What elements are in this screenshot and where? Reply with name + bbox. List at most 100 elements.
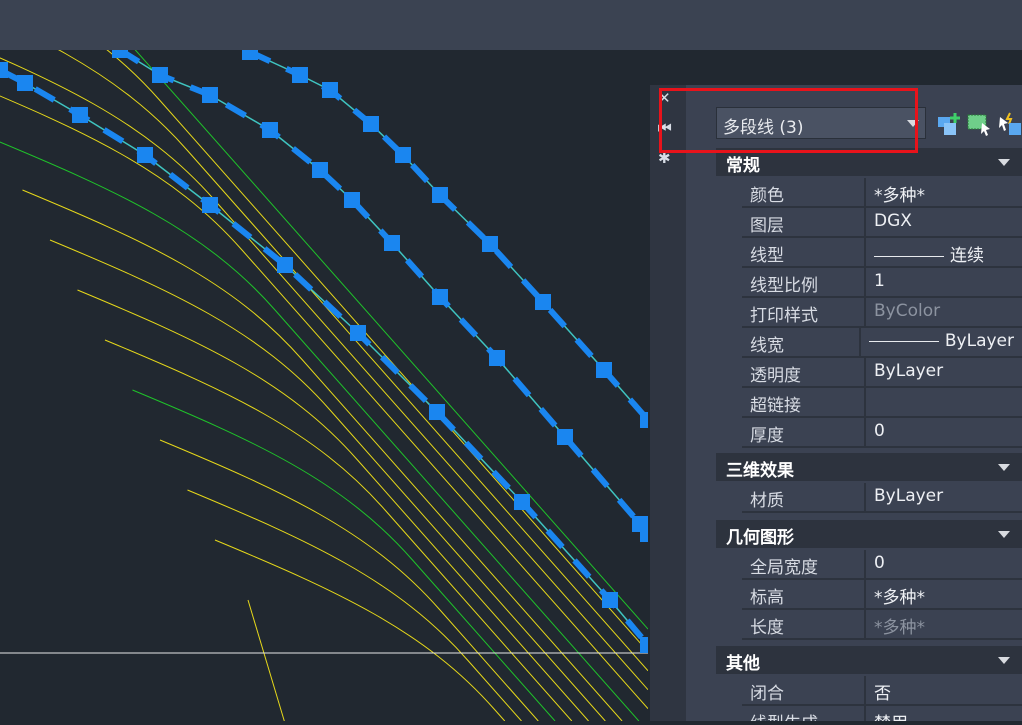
grip-handle[interactable]: [429, 404, 445, 420]
property-row[interactable]: 长度 *多种*: [742, 610, 1022, 640]
object-type-dropdown[interactable]: 多段线 (3): [716, 107, 926, 139]
grip-handle[interactable]: [395, 147, 411, 163]
polyline[interactable]: [0, 69, 649, 646]
property-value[interactable]: ByLayer: [866, 483, 1022, 511]
property-value-text: DGX: [874, 211, 912, 231]
property-label: 材质: [742, 483, 866, 511]
grip-handle[interactable]: [277, 257, 293, 273]
property-value[interactable]: ByLayer: [866, 358, 1022, 386]
contour-line: [22, 189, 623, 722]
grip-handle[interactable]: [535, 294, 551, 310]
grip-handle[interactable]: [292, 67, 308, 83]
grip-handle[interactable]: [640, 412, 656, 428]
property-value[interactable]: 禁用: [866, 706, 1022, 721]
property-value[interactable]: *多种*: [866, 610, 1022, 638]
drawing-canvas[interactable]: [0, 0, 656, 722]
select-objects-icon[interactable]: [966, 111, 992, 137]
chevron-down-icon: [998, 531, 1010, 538]
property-row[interactable]: 线型比例 1: [742, 268, 1022, 298]
property-row[interactable]: 透明度 ByLayer: [742, 358, 1022, 388]
grip-handle[interactable]: [152, 67, 168, 83]
property-value[interactable]: 0: [866, 418, 1022, 446]
grip-handle[interactable]: [482, 236, 498, 252]
properties-palette[interactable]: ✕ ⏮ ✱ 多段线 (3) 常规 颜色 *多种* 图层 DGX 线型 连续 线型比例 1 打印样式…: [650, 85, 1022, 721]
close-icon[interactable]: ✕: [658, 89, 671, 107]
property-value[interactable]: ByColor: [866, 298, 1022, 326]
grip-handle[interactable]: [72, 107, 88, 123]
property-row[interactable]: 颜色 *多种*: [742, 178, 1022, 208]
grip-handle[interactable]: [596, 362, 612, 378]
property-label: 全局宽度: [742, 550, 866, 578]
polyline-selection-dash: [0, 67, 651, 647]
property-row[interactable]: 线宽 ByLayer: [742, 328, 1022, 358]
grip-handle[interactable]: [202, 197, 218, 213]
section-header[interactable]: 几何图形: [716, 520, 1022, 548]
property-row[interactable]: 全局宽度 0: [742, 550, 1022, 580]
grip-handle[interactable]: [202, 87, 218, 103]
section-title: 几何图形: [726, 528, 794, 548]
chevron-down-icon: [998, 657, 1010, 664]
section-header[interactable]: 三维效果: [716, 453, 1022, 481]
grip-handle[interactable]: [112, 42, 128, 58]
property-value[interactable]: [866, 388, 1022, 416]
contour-line: [0, 95, 649, 709]
property-value-text: 禁用: [874, 714, 908, 721]
property-row[interactable]: 材质 ByLayer: [742, 483, 1022, 513]
property-value[interactable]: ByLayer: [861, 328, 1022, 356]
property-label: 打印样式: [742, 298, 866, 326]
contour-line: [187, 489, 522, 722]
grip-handle[interactable]: [640, 637, 656, 653]
toggle-pickadd-icon[interactable]: [936, 111, 962, 137]
selector-value: 多段线 (3): [723, 118, 804, 138]
property-value[interactable]: 连续: [866, 238, 1022, 266]
grip-handle[interactable]: [344, 192, 360, 208]
section-header[interactable]: 其他: [716, 646, 1022, 674]
grip-handle[interactable]: [322, 82, 338, 98]
property-value-text: 连续: [950, 246, 984, 266]
grip-handle[interactable]: [489, 350, 505, 366]
grip-handle[interactable]: [432, 289, 448, 305]
property-value[interactable]: *多种*: [866, 178, 1022, 206]
property-label: 线型比例: [742, 268, 866, 296]
property-row[interactable]: 打印样式 ByColor: [742, 298, 1022, 328]
property-value[interactable]: 否: [866, 676, 1022, 704]
property-row[interactable]: 厚度 0: [742, 418, 1022, 448]
property-value[interactable]: 1: [866, 268, 1022, 296]
palette-title-strip[interactable]: ✕ ⏮ ✱: [650, 85, 686, 721]
property-value[interactable]: *多种*: [866, 580, 1022, 608]
property-row[interactable]: 线型 连续: [742, 238, 1022, 268]
grip-handle[interactable]: [384, 235, 400, 251]
grip-handle[interactable]: [432, 187, 448, 203]
property-value[interactable]: DGX: [866, 208, 1022, 236]
property-row[interactable]: 线型生成禁用: [742, 706, 1022, 721]
grip-handle[interactable]: [363, 116, 379, 132]
property-row[interactable]: 超链接: [742, 388, 1022, 418]
contour-line: [214, 539, 506, 722]
grip-handle[interactable]: [640, 526, 656, 542]
property-row[interactable]: 闭合否: [742, 676, 1022, 706]
grip-handle[interactable]: [0, 62, 8, 78]
grip-handle[interactable]: [17, 75, 33, 91]
chevron-down-icon: [998, 159, 1010, 166]
grip-handle[interactable]: [514, 494, 530, 510]
quick-select-icon[interactable]: [996, 111, 1022, 137]
auto-hide-icon[interactable]: ⏮: [658, 119, 672, 137]
settings-icon[interactable]: ✱: [658, 149, 671, 167]
chevron-down-icon: [998, 464, 1010, 471]
grip-handle[interactable]: [137, 147, 153, 163]
property-label: 透明度: [742, 358, 866, 386]
section-header[interactable]: 常规: [716, 148, 1022, 176]
property-value-text: *多种*: [874, 618, 925, 638]
property-row[interactable]: 标高 *多种*: [742, 580, 1022, 610]
grip-handle[interactable]: [312, 162, 328, 178]
grip-handle[interactable]: [262, 122, 278, 138]
property-value[interactable]: 0: [866, 550, 1022, 578]
grip-handle[interactable]: [557, 429, 573, 445]
polyline[interactable]: [249, 51, 649, 421]
property-row[interactable]: 图层 DGX: [742, 208, 1022, 238]
grip-handle[interactable]: [602, 592, 618, 608]
contour-line: [0, 19, 649, 672]
grip-handle[interactable]: [242, 44, 258, 60]
property-label: 闭合: [742, 676, 866, 704]
grip-handle[interactable]: [350, 325, 366, 341]
